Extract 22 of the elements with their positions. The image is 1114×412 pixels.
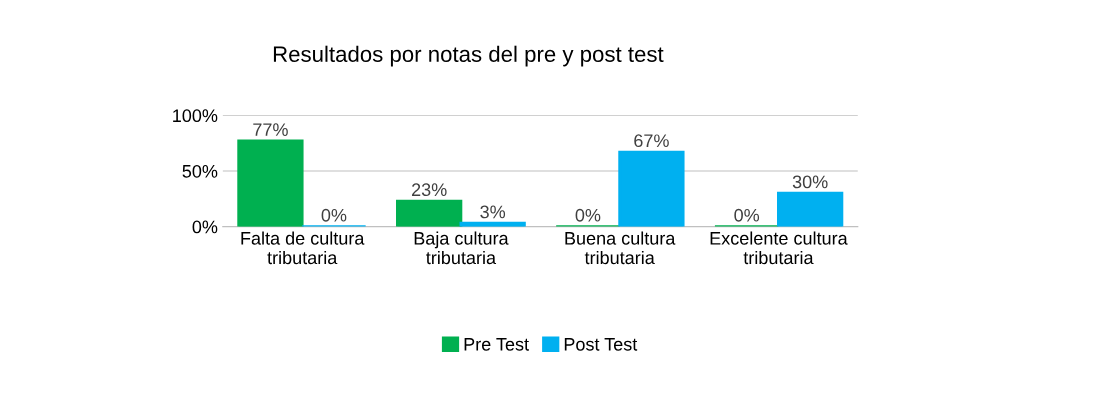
data-label: 3% [480, 205, 506, 219]
data-label: 0% [321, 208, 347, 222]
legend-label: Post Test [564, 338, 638, 351]
bar [777, 191, 844, 227]
x-tick-label: Falta de cultura tributaria [241, 231, 365, 265]
data-label: 77% [253, 123, 288, 136]
chart-title: Resultados por notas del pre y post test [273, 45, 664, 67]
data-label: 0% [734, 208, 760, 222]
data-label: 67% [634, 134, 669, 148]
data-label: 23% [412, 183, 447, 197]
legend-label: Pre Test [464, 338, 529, 351]
bar [396, 199, 463, 227]
y-tick-label: 0% [192, 220, 218, 234]
data-label: 0% [575, 208, 601, 222]
y-tick-label: 100% [173, 109, 218, 123]
bar [237, 139, 304, 227]
x-tick-label: Excelente cultura tributaria [710, 231, 848, 265]
x-tick-label: Buena cultura tributaria [565, 231, 676, 265]
bar [618, 150, 685, 227]
y-tick-label: 50% [182, 164, 218, 178]
data-label: 30% [792, 175, 828, 189]
x-tick-label: Baja cultura tributaria [414, 231, 509, 265]
